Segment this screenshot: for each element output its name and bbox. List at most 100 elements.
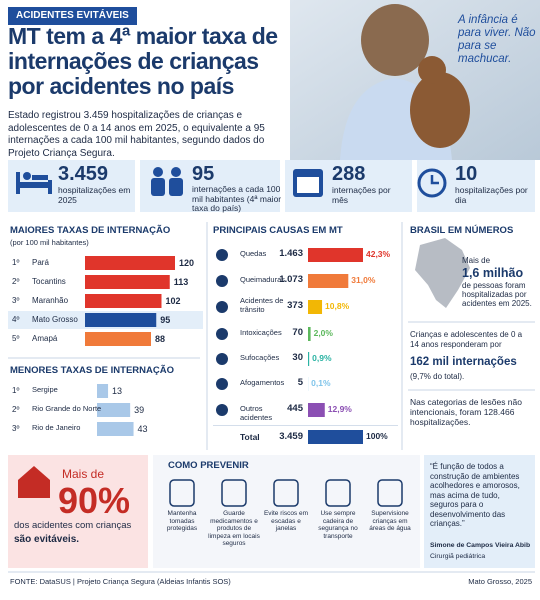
- brazil-map: [415, 238, 470, 308]
- rank: 5º: [12, 334, 20, 343]
- avoidable-value: 90%: [58, 480, 131, 521]
- bar: [308, 248, 363, 262]
- prevention-item: Evite riscos em escadas e janelas: [263, 510, 309, 532]
- cause-icon: [216, 404, 228, 416]
- cause-label: Acidentes de trânsito: [240, 296, 284, 314]
- bar: [97, 384, 109, 398]
- icon-calendar: [293, 169, 323, 197]
- total-count: 3.459: [279, 431, 303, 442]
- cause-count: 30: [292, 352, 303, 363]
- bar: [308, 403, 325, 417]
- cause-count: 373: [287, 300, 303, 311]
- cause-count: 5: [297, 377, 303, 388]
- prevention-panel: [153, 455, 420, 568]
- bar: [85, 313, 157, 327]
- icon-bed: [16, 172, 52, 194]
- cause-icon: [216, 301, 228, 313]
- footer-place: Mato Grosso, 2025: [468, 577, 532, 586]
- bar: [308, 430, 363, 444]
- share-label: 42,3%: [365, 249, 391, 259]
- cause-icon: [216, 328, 228, 340]
- rank: 2º: [12, 405, 20, 414]
- teddy-head: [418, 56, 446, 84]
- cause-label: Sufocações: [240, 353, 280, 362]
- brazil-text: de pessoas foram hospitalizadas por acid…: [462, 281, 532, 308]
- cause-icon: [216, 378, 228, 390]
- share-label: 0,9%: [312, 353, 332, 363]
- icon-house: [18, 466, 50, 498]
- total-share: 100%: [366, 431, 388, 441]
- rank: 3º: [12, 296, 20, 305]
- cause-label: Quedas: [240, 249, 267, 258]
- share-label: 31,0%: [351, 275, 376, 285]
- bar-value: 13: [112, 386, 123, 396]
- categories-text: Nas categorias de lesões não intencionai…: [410, 397, 522, 427]
- share-label: 10,8%: [325, 301, 350, 311]
- stat-label: internações a cada 100 mil habitantes (4…: [192, 184, 282, 213]
- brazil-intro: Mais de: [462, 256, 491, 265]
- avoidable-text: dos acidentes com crianças: [14, 520, 132, 531]
- bar: [97, 422, 134, 436]
- prevention-icon: [325, 479, 351, 507]
- quote-role: Cirurgiã pediátrica: [430, 553, 486, 560]
- kids-note: (9,7% do total).: [410, 372, 465, 381]
- rank: 4º: [12, 315, 20, 324]
- bar: [308, 327, 311, 341]
- bar: [97, 403, 131, 417]
- section-title: BRASIL EM NÚMEROS: [410, 225, 514, 236]
- rank: 2º: [12, 277, 20, 286]
- bar: [85, 256, 175, 270]
- icon-clock: [417, 168, 447, 198]
- stat-value: 288: [332, 163, 366, 185]
- rank: 1º: [12, 386, 20, 395]
- avoidable-intro: Mais de: [62, 467, 105, 481]
- section-title: MAIORES TAXAS DE INTERNAÇÃO: [10, 225, 171, 236]
- state: Amapá: [32, 334, 58, 343]
- icon-people: [151, 167, 183, 196]
- bar-value: 102: [165, 296, 181, 306]
- quote-text: “É função de todos a construção de ambie…: [430, 462, 520, 528]
- bar-value: 88: [155, 334, 166, 344]
- state: Pará: [32, 258, 49, 267]
- prevention-icon: [273, 479, 299, 507]
- lead: Estado registrou 3.459 hospitalizações d…: [8, 110, 265, 159]
- kids-text: Crianças e adolescentes de 0 a 14 anos r…: [410, 330, 523, 349]
- stat-label: hospitalizações por dia: [455, 185, 528, 205]
- cause-icon: [216, 275, 228, 287]
- section-title: MENORES TAXAS DE INTERNAÇÃO: [10, 365, 174, 376]
- state: Rio Grande do Norte: [32, 404, 102, 413]
- rank: 1º: [12, 258, 20, 267]
- bar-value: 39: [134, 405, 145, 415]
- cause-count: 445: [287, 403, 303, 414]
- tag: ACIDENTES EVITÁVEIS: [8, 7, 137, 25]
- stat-label: internações por mês: [332, 185, 391, 205]
- quote-author: Simone de Campos Vieira Abib: [430, 542, 531, 549]
- cause-label: Queimaduras: [240, 275, 286, 284]
- rank: 3º: [12, 424, 20, 433]
- bar-value: 95: [160, 315, 171, 325]
- bar-value: 113: [173, 277, 189, 287]
- stat-value: 95: [192, 163, 215, 185]
- quote-panel: [424, 455, 535, 568]
- cause-label: Outros acidentes: [240, 404, 273, 422]
- photo-quote: A infância é para viver. Não para se mac…: [458, 14, 536, 65]
- bar: [308, 274, 349, 288]
- cause-icon: [216, 249, 228, 261]
- state: Rio de Janeiro: [32, 423, 81, 432]
- bar: [308, 300, 323, 314]
- stat-value: 3.459: [58, 163, 109, 185]
- cause-count: 1.073: [279, 274, 303, 285]
- section-title: COMO PREVENIR: [168, 460, 249, 471]
- stat-box: [417, 160, 535, 212]
- state: Sergipe: [32, 385, 58, 394]
- prevention-item: Use sempre cadeira de segurança no trans…: [318, 510, 358, 540]
- prevention-item: Supervisione crianças em áreas de água: [369, 510, 411, 532]
- teddy-bear: [410, 72, 470, 148]
- stat-label: hospitalizações em 2025: [58, 185, 131, 205]
- prevention-icon: [221, 479, 247, 507]
- prevention-item: Mantenha tomadas protegidas: [166, 510, 198, 532]
- section-title: PRINCIPAIS CAUSAS EM MT: [213, 225, 343, 236]
- cause-label: Intoxicações: [240, 328, 282, 337]
